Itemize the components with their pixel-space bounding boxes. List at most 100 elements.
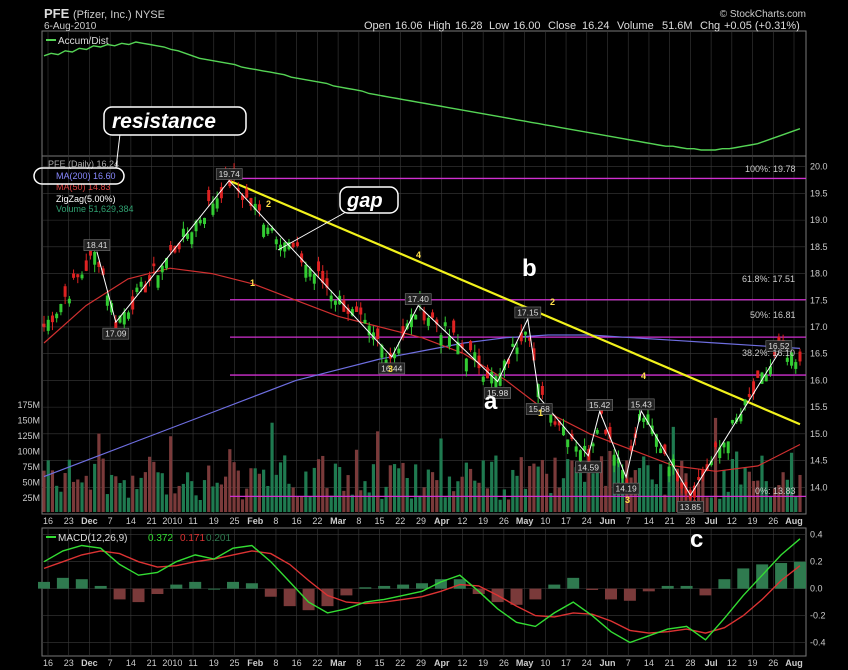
volume-bar bbox=[190, 481, 194, 512]
candle-body bbox=[528, 337, 532, 341]
candle-body bbox=[346, 307, 350, 314]
volume-bar bbox=[532, 463, 536, 512]
volume-tick-label: 75M bbox=[22, 462, 40, 472]
candle-body bbox=[578, 450, 582, 462]
legend-ma50: MA(50) 14.83 bbox=[56, 182, 111, 192]
macd-tick-label: 0.4 bbox=[810, 530, 823, 540]
x-tick-label: Jun bbox=[599, 516, 615, 526]
macd-histogram-bar bbox=[359, 587, 372, 589]
candle-body bbox=[494, 376, 498, 388]
macd-histogram-bar bbox=[56, 577, 69, 589]
x-tick-label: 21 bbox=[147, 516, 157, 526]
zigzag-label-box bbox=[102, 327, 130, 340]
volume-bar bbox=[401, 462, 405, 512]
x-tick-label: 22 bbox=[395, 658, 405, 668]
volume-bar bbox=[46, 460, 50, 512]
count-2-first: 2 bbox=[266, 199, 271, 209]
legend-volume: Volume 51,629,384 bbox=[56, 204, 134, 214]
candle-body bbox=[63, 286, 67, 297]
zigzag-value-label: 17.40 bbox=[408, 294, 430, 304]
candle-body bbox=[131, 296, 135, 310]
candle-body bbox=[515, 347, 519, 355]
volume-bar bbox=[392, 464, 397, 512]
candle-body bbox=[88, 250, 92, 256]
candle-body bbox=[612, 454, 616, 466]
candle-body bbox=[790, 352, 794, 366]
zigzag-value-label: 13.85 bbox=[680, 502, 702, 512]
volume-bar bbox=[63, 473, 67, 512]
price-legend: PFE (Daily) 16.24 MA(200) 16.60 MA(50) 1… bbox=[48, 159, 134, 214]
volume-bar bbox=[570, 460, 574, 512]
volume-bar bbox=[789, 452, 794, 512]
x-tick-label: Mar bbox=[330, 516, 347, 526]
accum-dist-path bbox=[43, 41, 801, 151]
x-tick-label: 28 bbox=[685, 516, 695, 526]
candle-body bbox=[676, 471, 680, 482]
watermark: © StockCharts.com bbox=[720, 9, 806, 20]
candle-body bbox=[397, 348, 401, 354]
candle-body bbox=[283, 242, 287, 252]
x-tick-label: 12 bbox=[727, 516, 737, 526]
volume-bar bbox=[173, 493, 177, 512]
candle-body bbox=[177, 243, 181, 250]
candle-body bbox=[122, 311, 126, 325]
candle-body bbox=[667, 466, 671, 477]
zigzag-value-label: 15.42 bbox=[589, 400, 611, 410]
candle-body bbox=[279, 244, 283, 251]
candle-body bbox=[207, 190, 211, 202]
fib-618-label: 61.8%: 17.51 bbox=[742, 274, 795, 284]
candle-body bbox=[266, 227, 270, 234]
macd-histogram-bar bbox=[340, 588, 353, 596]
exchange: NYSE bbox=[135, 9, 165, 21]
volume-bar bbox=[169, 436, 173, 512]
candle-body bbox=[114, 321, 118, 329]
candle-body bbox=[431, 312, 435, 318]
candle-body bbox=[452, 320, 456, 333]
candle-body bbox=[198, 219, 202, 224]
wave-b-label: b bbox=[522, 255, 537, 282]
volume-bar bbox=[718, 498, 722, 512]
candle-body bbox=[270, 227, 274, 231]
zigzag-value-label: 15.68 bbox=[529, 404, 551, 414]
price-tick-label: 17.5 bbox=[810, 295, 828, 305]
gap-pointer bbox=[277, 211, 347, 251]
candle-body bbox=[414, 314, 418, 320]
volume-bar bbox=[211, 486, 215, 512]
candle-body bbox=[156, 275, 160, 288]
candle-body bbox=[798, 351, 802, 362]
candle-body bbox=[616, 458, 620, 464]
volume-bar bbox=[71, 481, 76, 512]
x-tick-label: Jul bbox=[705, 516, 718, 526]
candle-body bbox=[160, 265, 164, 273]
x-tick-label: 11 bbox=[188, 516, 197, 526]
x-tick-label: 24 bbox=[582, 658, 592, 668]
candle-body bbox=[485, 367, 489, 379]
x-tick-label: 7 bbox=[108, 658, 113, 668]
volume-bar bbox=[76, 479, 80, 512]
accum-label: Accum/Dist bbox=[58, 36, 109, 47]
volume-bar bbox=[274, 474, 278, 512]
x-tick-label: 7 bbox=[626, 658, 631, 668]
candle-body bbox=[393, 354, 397, 359]
volume-bar bbox=[109, 474, 114, 512]
volume-bar bbox=[67, 459, 71, 512]
volume-bar bbox=[443, 497, 447, 512]
volume-bar bbox=[777, 485, 781, 512]
x-tick-label: May bbox=[516, 516, 534, 526]
price-tick-label: 17.0 bbox=[810, 322, 828, 332]
macd-histogram-bar bbox=[302, 588, 315, 611]
macd-histogram-bar bbox=[94, 585, 107, 589]
candle-body bbox=[181, 228, 185, 237]
wave-c-label: c bbox=[690, 526, 703, 553]
volume-tick-label: 175M bbox=[17, 400, 40, 410]
candle-body bbox=[245, 188, 249, 198]
candle-body bbox=[342, 300, 346, 312]
volume-bar bbox=[511, 469, 515, 512]
volume-bar bbox=[452, 491, 456, 512]
candle-body bbox=[380, 345, 384, 358]
low-label: Low bbox=[489, 20, 509, 32]
volume-bar bbox=[730, 458, 735, 512]
volume-bar bbox=[397, 468, 401, 512]
candle-body bbox=[794, 362, 798, 369]
